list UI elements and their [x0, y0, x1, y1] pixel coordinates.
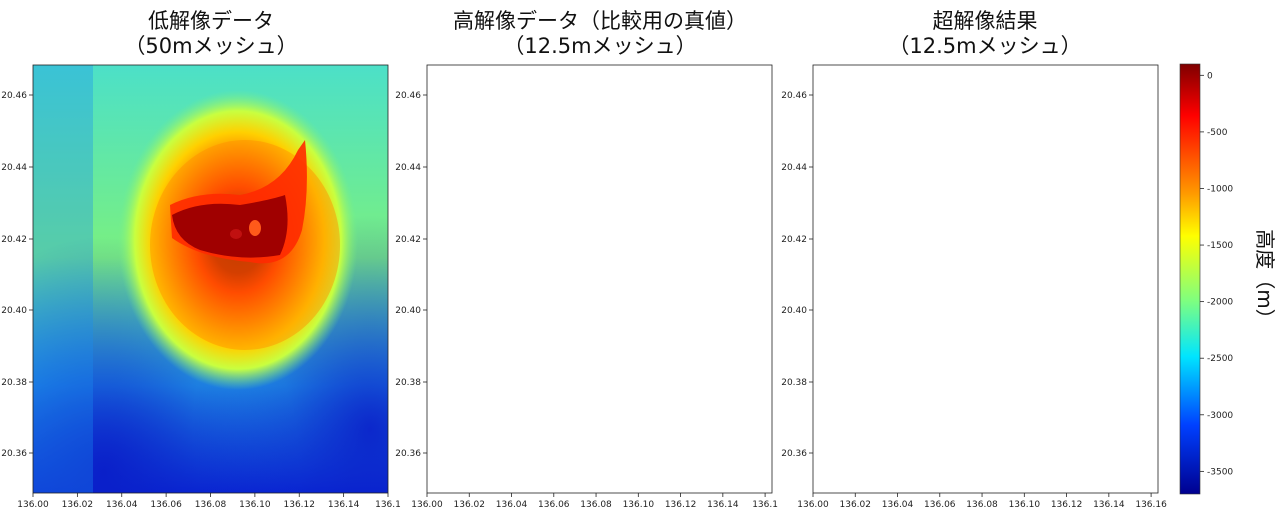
x-tick-label: 136.02 [840, 500, 872, 510]
x-tick-label: 136.1 [752, 500, 778, 510]
panel2-frame [426, 64, 773, 494]
panel3-heatmap [813, 66, 1158, 482]
x-tick-label: 136.14 [328, 500, 360, 510]
panel1-title-line1: 低解像データ [148, 9, 274, 33]
x-tick-label: 136.10 [239, 500, 271, 510]
x-tick-label: 136.08 [195, 500, 227, 510]
x-tick-label: 136.08 [966, 500, 998, 510]
x-tick-label: 136.00 [797, 500, 829, 510]
x-tick-label: 136.00 [411, 500, 443, 510]
y-tick-label: 20.46 [395, 91, 421, 101]
colorbar-tick-label: -3500 [1207, 467, 1233, 477]
x-tick-label: 136.12 [284, 500, 316, 510]
y-tick-label: 20.40 [1, 306, 27, 316]
panel3-frame [812, 64, 1159, 494]
y-tick-label: 20.42 [395, 235, 421, 245]
x-tick-label: 136.08 [580, 500, 612, 510]
panel2-title-line1: 高解像データ（比較用の真値） [453, 9, 747, 33]
x-tick-label: 136.12 [1051, 500, 1083, 510]
y-tick-label: 20.36 [781, 449, 807, 459]
y-tick-label: 20.46 [781, 91, 807, 101]
x-tick-label: 136.04 [496, 500, 528, 510]
y-tick-label: 20.38 [781, 378, 807, 388]
x-tick-label: 136.04 [106, 500, 138, 510]
x-tick-label: 136.00 [17, 500, 49, 510]
panel3-title-line2: （12.5mメッシュ） [888, 34, 1081, 58]
y-tick-label: 20.42 [1, 235, 27, 245]
y-tick-label: 20.38 [395, 378, 421, 388]
colorbar-tick-label: 0 [1207, 71, 1213, 81]
colorbar-tick-label: -1500 [1207, 241, 1233, 251]
x-tick-label: 136.10 [1009, 500, 1041, 510]
colorbar-tick-label: -500 [1207, 128, 1228, 138]
x-tick-label: 136.12 [665, 500, 697, 510]
y-tick-label: 20.42 [781, 235, 807, 245]
colorbar-tick-label: -2000 [1207, 298, 1233, 308]
y-tick-label: 20.40 [395, 306, 421, 316]
colorbar-tick-label: -2500 [1207, 354, 1233, 364]
x-tick-label: 136.06 [150, 500, 182, 510]
y-tick-label: 20.44 [781, 163, 807, 173]
x-tick-label: 136.10 [623, 500, 655, 510]
x-tick-label: 136.02 [62, 500, 94, 510]
x-tick-label: 136.14 [1093, 500, 1125, 510]
x-tick-label: 136.1 [375, 500, 401, 510]
panel2-heatmap [427, 66, 772, 482]
y-tick-label: 20.40 [781, 306, 807, 316]
y-tick-label: 20.46 [1, 91, 27, 101]
y-tick-label: 20.44 [1, 163, 27, 173]
panel2-title-line2: （12.5mメッシュ） [503, 34, 696, 58]
x-tick-label: 136.16 [1135, 500, 1167, 510]
x-tick-label: 136.04 [882, 500, 914, 510]
colorbar [1179, 63, 1201, 495]
panel1-title-line2: （50mメッシュ） [124, 34, 297, 58]
y-tick-label: 20.36 [395, 449, 421, 459]
y-tick-label: 20.44 [395, 163, 421, 173]
panel3-title-line1: 超解像結果 [933, 9, 1038, 33]
x-tick-label: 136.14 [707, 500, 739, 510]
y-tick-label: 20.36 [1, 449, 27, 459]
panel1-heatmap [33, 65, 388, 493]
x-tick-label: 136.06 [538, 500, 570, 510]
colorbar-label: 高度（m） [1253, 229, 1277, 328]
x-tick-label: 136.02 [454, 500, 486, 510]
colorbar-tick-label: -3000 [1207, 411, 1233, 421]
y-tick-label: 20.38 [1, 378, 27, 388]
x-tick-label: 136.06 [924, 500, 956, 510]
colorbar-tick-label: -1000 [1207, 184, 1233, 194]
